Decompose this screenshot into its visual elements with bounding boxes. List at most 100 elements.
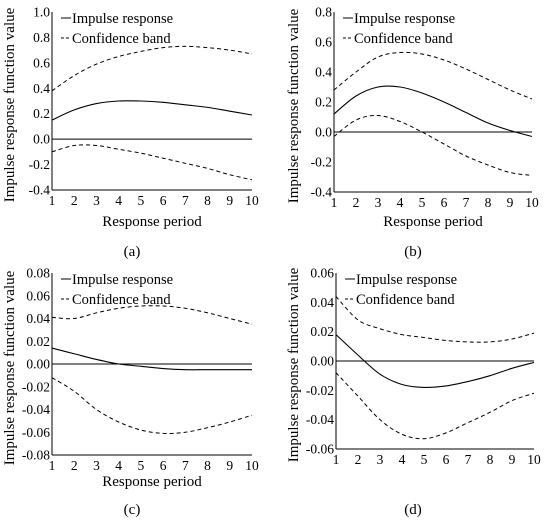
chart-c-ytick-label: -0.06 xyxy=(22,425,50,440)
chart-a-ytick-label: 0.6 xyxy=(33,55,50,70)
chart-d-xtick-label: 10 xyxy=(527,452,541,467)
chart-c-ytick-label: 0.04 xyxy=(26,311,50,326)
chart-b-y-axis-title: Impulse response function value xyxy=(286,8,302,203)
chart-d-xtick-label: 2 xyxy=(355,452,362,467)
chart-b-legend-impulse-response: Impulse response xyxy=(354,11,455,27)
chart-b-xtick-label: 9 xyxy=(507,195,514,210)
chart-c-ytick-label: 0.02 xyxy=(26,334,50,349)
chart-c-x-axis-title: Response period xyxy=(102,474,202,490)
chart-d-ytick-label: -0.06 xyxy=(306,442,334,457)
chart-b-ytick-label: 0.0 xyxy=(315,125,332,140)
chart-a-xtick-label: 9 xyxy=(226,193,233,208)
chart-b-xtick-label: 2 xyxy=(353,195,360,210)
chart-d-upper-confidence-line xyxy=(335,296,535,343)
chart-b-lower-confidence-line xyxy=(333,114,533,176)
chart-c-lower-confidence-line xyxy=(51,377,253,435)
chart-d-ytick-label: 0.04 xyxy=(310,295,334,310)
chart-c-ytick-label: 0.00 xyxy=(26,357,50,372)
chart-b-xtick-label: 6 xyxy=(441,195,448,210)
chart-d-lower-confidence-line xyxy=(335,372,535,440)
chart-d-panel-label: (d) xyxy=(404,502,422,518)
chart-a-legend-impulse-response: Impulse response xyxy=(72,11,173,27)
chart-b-xtick-label: 4 xyxy=(397,195,404,210)
chart-d-ytick-label: -0.02 xyxy=(306,383,334,398)
chart-d-xtick-label: 1 xyxy=(333,452,340,467)
chart-d-ytick-label: -0.04 xyxy=(306,412,334,427)
chart-a-y-axis-title: Impulse response function value xyxy=(2,7,18,202)
chart-b-ytick-label: 0.8 xyxy=(315,5,332,20)
chart-b-ytick-label: 0.6 xyxy=(315,35,332,50)
chart-c-xtick-label: 8 xyxy=(204,458,211,473)
chart-a-ytick-label: -0.4 xyxy=(29,183,51,198)
chart-a-ytick-label: 0.2 xyxy=(33,106,50,121)
chart-a-xtick-label: 1 xyxy=(49,193,56,208)
chart-b-xtick-label: 10 xyxy=(525,195,539,210)
chart-b-xtick-label: 3 xyxy=(375,195,382,210)
chart-a-xtick-label: 4 xyxy=(115,193,122,208)
chart-a-lower-confidence-line xyxy=(51,144,253,181)
chart-c-xtick-label: 6 xyxy=(160,458,167,473)
chart-a-ytick-label: 1.0 xyxy=(33,5,50,20)
chart-a-upper-confidence-line xyxy=(51,45,253,92)
chart-a-xtick-label: 6 xyxy=(160,193,167,208)
chart-a-xtick-label: 2 xyxy=(71,193,78,208)
chart-c-ytick-label: 0.08 xyxy=(26,266,50,281)
chart-d-legend-impulse-response: Impulse response xyxy=(356,272,457,288)
chart-b-ytick-label: 0.2 xyxy=(315,95,332,110)
chart-d-xtick-label: 9 xyxy=(509,452,516,467)
chart-c-xtick-label: 4 xyxy=(115,458,122,473)
chart-a-xtick-label: 8 xyxy=(204,193,211,208)
chart-b-panel-label: (b) xyxy=(404,244,422,260)
chart-a-x-axis-title: Response period xyxy=(102,214,202,230)
chart-d-xtick-label: 7 xyxy=(465,452,472,467)
chart-a-xtick-label: 5 xyxy=(138,193,145,208)
chart-d-ytick-label: 0.00 xyxy=(310,354,334,369)
chart-d-impulse-response-line xyxy=(335,334,535,388)
chart-d-xtick-label: 6 xyxy=(443,452,450,467)
chart-c-ytick-label: -0.04 xyxy=(22,402,50,417)
chart-c-xtick-label: 9 xyxy=(226,458,233,473)
chart-c-xtick-label: 7 xyxy=(182,458,189,473)
chart-c-impulse-response-line xyxy=(51,347,252,371)
chart-b-impulse-response-line xyxy=(333,85,533,138)
chart-c-legend-confidence-band: Confidence band xyxy=(72,292,171,308)
chart-d-ytick-label: 0.02 xyxy=(310,324,334,339)
chart-b-ytick-label: 0.4 xyxy=(315,65,332,80)
chart-c-legend-impulse-response: Impulse response xyxy=(72,272,173,288)
chart-a-xtick-label: 10 xyxy=(245,193,259,208)
chart-b-x-axis-title: Response period xyxy=(383,214,483,230)
chart-a-ytick-label: -0.2 xyxy=(29,157,50,172)
chart-c-xtick-label: 3 xyxy=(93,458,100,473)
chart-d-xtick-label: 8 xyxy=(487,452,494,467)
chart-b-ytick-label: -0.4 xyxy=(311,185,333,200)
chart-b-xtick-label: 1 xyxy=(331,195,338,210)
chart-a-ytick-label: 0.4 xyxy=(33,81,50,96)
chart-d-xtick-label: 3 xyxy=(377,452,384,467)
chart-a-ytick-label: 0.0 xyxy=(33,132,50,147)
chart-c-xtick-label: 10 xyxy=(245,458,259,473)
chart-c-ytick-label: -0.08 xyxy=(22,448,50,463)
chart-d-xtick-label: 5 xyxy=(421,452,428,467)
chart-b-ytick-label: -0.2 xyxy=(311,155,332,170)
chart-a-xtick-label: 3 xyxy=(93,193,100,208)
chart-a-ytick-label: 0.8 xyxy=(33,30,50,45)
chart-c-ytick-label: 0.06 xyxy=(26,288,50,303)
chart-d-legend-confidence-band: Confidence band xyxy=(356,292,455,308)
chart-a-xtick-label: 7 xyxy=(182,193,189,208)
chart-a-legend-confidence-band: Confidence band xyxy=(72,31,171,47)
chart-d-xtick-label: 4 xyxy=(399,452,406,467)
chart-d-y-axis-title: Impulse response function value xyxy=(286,267,302,462)
chart-a-impulse-response-line xyxy=(51,100,253,121)
chart-c-ytick-label: -0.02 xyxy=(22,379,50,394)
chart-c-xtick-label: 5 xyxy=(138,458,145,473)
chart-d-ytick-label: 0.06 xyxy=(310,266,334,281)
chart-c-panel-label: (c) xyxy=(124,502,141,518)
chart-b-xtick-label: 7 xyxy=(463,195,470,210)
chart-b-xtick-label: 8 xyxy=(485,195,492,210)
chart-c-xtick-label: 1 xyxy=(49,458,56,473)
chart-c-xtick-label: 2 xyxy=(71,458,78,473)
chart-b-legend-confidence-band: Confidence band xyxy=(354,31,453,47)
chart-b-xtick-label: 5 xyxy=(419,195,426,210)
chart-c-upper-confidence-line xyxy=(51,305,253,325)
